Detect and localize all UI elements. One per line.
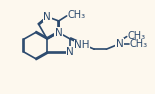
Text: N: N (55, 28, 63, 38)
Text: N: N (66, 47, 74, 57)
Text: CH₃: CH₃ (68, 10, 86, 20)
Text: CH₃: CH₃ (127, 31, 146, 41)
Text: CH₃: CH₃ (130, 39, 148, 49)
Text: N: N (116, 39, 123, 49)
Text: N: N (43, 12, 51, 22)
Text: NH: NH (74, 40, 90, 50)
